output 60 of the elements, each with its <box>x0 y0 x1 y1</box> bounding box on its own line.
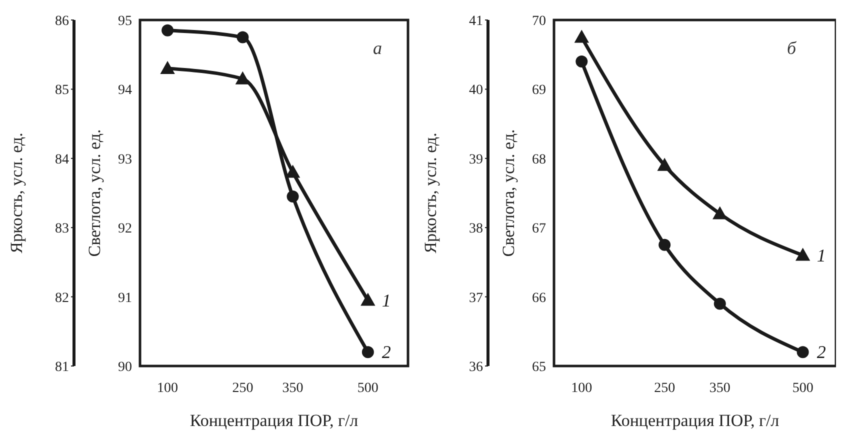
point <box>574 30 589 43</box>
y-tick-label: 92 <box>118 222 132 237</box>
point <box>236 31 249 44</box>
x-axis-title: Концентрация ПОР, г/л <box>610 411 780 430</box>
y2-tick-label: 36 <box>469 360 483 375</box>
point <box>712 206 727 220</box>
y2-tick-label: 37 <box>469 290 483 306</box>
point <box>796 248 810 261</box>
point <box>576 56 588 68</box>
y2-tick-label: 39 <box>469 152 483 168</box>
y-tick-label: 91 <box>118 290 132 306</box>
y2-axis-title: Яркость, усл. ед. <box>7 132 26 254</box>
y-tick-label: 93 <box>118 152 132 168</box>
y2-tick-label: 84 <box>55 152 69 168</box>
y2-tick-label: 83 <box>55 222 69 237</box>
x-tick-label: 350 <box>709 380 730 396</box>
y2-tick-label: 85 <box>55 83 69 98</box>
y-tick-label: 65 <box>532 360 546 375</box>
x-tick-label: 350 <box>282 380 304 396</box>
y-tick-label: 90 <box>118 360 132 375</box>
point <box>286 165 300 178</box>
annotation: б <box>786 38 796 59</box>
y2-tick-label: 86 <box>55 14 69 29</box>
y-tick-label: 67 <box>532 222 546 237</box>
y2-tick-label: 82 <box>55 290 69 306</box>
y-tick-label: 69 <box>532 83 546 98</box>
y-tick-label: 94 <box>118 83 132 98</box>
x-tick-label: 100 <box>571 380 592 396</box>
point <box>658 238 671 251</box>
y-tick-label: 70 <box>532 14 546 29</box>
x-tick-label: 250 <box>232 380 254 396</box>
series-label: 1 <box>382 290 391 310</box>
point <box>362 346 374 358</box>
y2-tick-label: 40 <box>469 83 483 98</box>
point <box>236 72 250 84</box>
y2-tick-label: 41 <box>469 14 483 29</box>
x-tick-label: 500 <box>792 380 814 396</box>
point <box>714 298 726 310</box>
point <box>360 293 375 306</box>
y-tick-label: 68 <box>532 152 546 168</box>
y2-axis-title: Яркость, усл. ед. <box>421 132 440 254</box>
series-label: 1 <box>816 245 826 266</box>
point <box>160 61 175 74</box>
y-tick-label: 95 <box>118 14 132 29</box>
point <box>658 158 672 171</box>
point <box>286 190 299 202</box>
y2-tick-label: 38 <box>469 222 483 237</box>
x-axis-title: Концентрация ПОР, г/л <box>190 411 359 430</box>
x-tick-label: 500 <box>357 380 378 396</box>
annotation: а <box>373 38 382 59</box>
y-axis-title: Светлота, усл. ед. <box>85 129 104 257</box>
y-tick-label: 66 <box>532 290 546 306</box>
y2-tick-label: 81 <box>55 360 69 375</box>
point <box>162 24 174 36</box>
series-label: 2 <box>382 342 391 362</box>
x-tick-label: 250 <box>654 380 676 396</box>
point <box>796 346 809 358</box>
x-tick-label: 100 <box>157 380 178 396</box>
y-axis-title: Светлота, усл. ед. <box>499 129 518 257</box>
series-label: 2 <box>816 342 826 362</box>
